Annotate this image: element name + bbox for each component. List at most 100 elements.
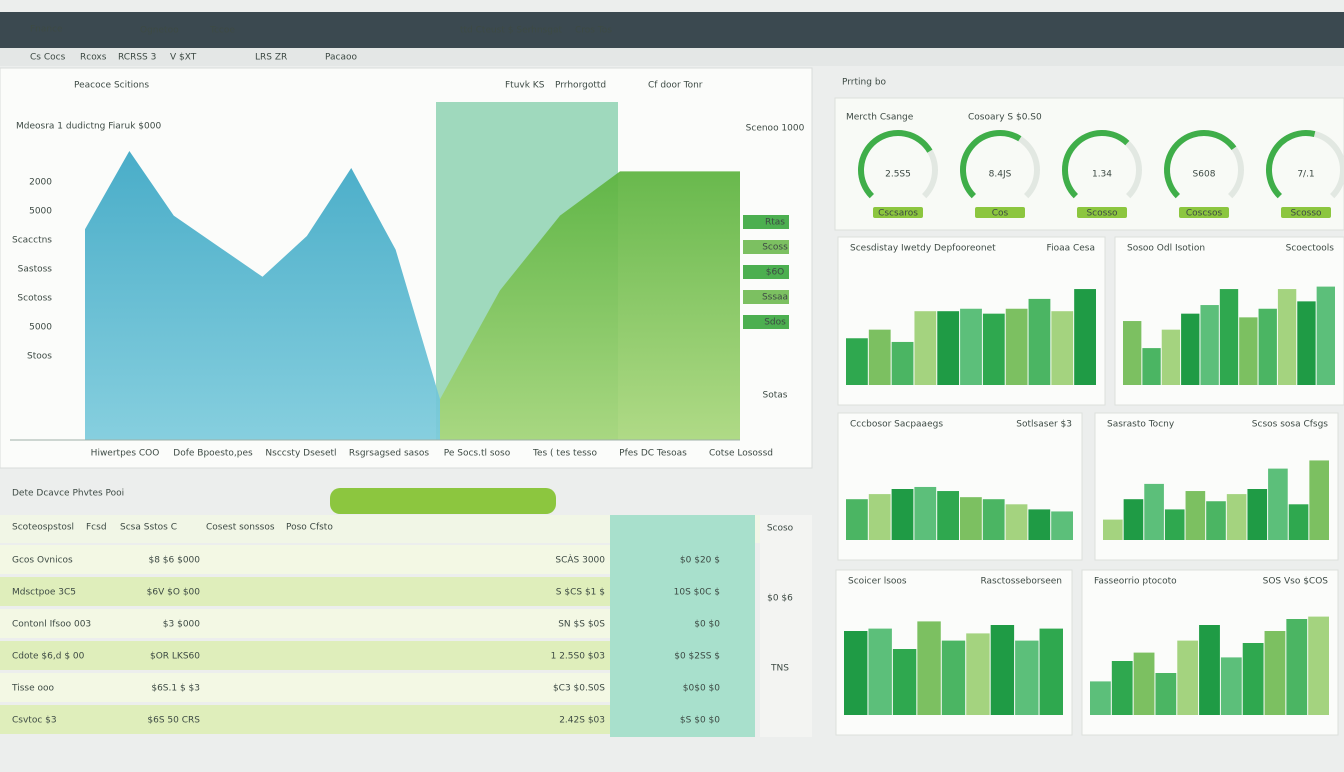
gauge-tag-bg	[873, 207, 923, 218]
table-cell: $0 $2SS $	[674, 652, 720, 662]
table-cell: 2.42S $03	[559, 716, 605, 726]
bar	[1144, 483, 1164, 540]
table-tab	[330, 488, 556, 514]
gauge-arc	[1266, 130, 1316, 199]
bar	[844, 631, 868, 715]
bar	[1242, 643, 1264, 715]
bar	[982, 313, 1005, 385]
legend-swatch	[743, 290, 789, 304]
bar	[982, 499, 1005, 540]
brand: Fnance	[30, 25, 63, 35]
table-cell: SN $S $0S	[558, 620, 605, 630]
side-title: Prrting bo	[842, 78, 887, 88]
table-highlight-column	[610, 515, 755, 737]
bar	[1123, 321, 1142, 385]
table-header-cell: Fcsd	[86, 523, 107, 533]
gauge-value: 2.5S5	[885, 170, 911, 180]
bar	[1220, 657, 1242, 715]
bar	[941, 640, 966, 715]
gauge-note: Cosoary S $0.S0	[968, 113, 1042, 123]
legend-item: $6O	[766, 268, 785, 278]
legend-swatch	[743, 315, 789, 329]
toolbar-item: Pacaoo	[325, 53, 358, 63]
table-cell: Tisse ooo	[11, 684, 55, 694]
gauge-arc	[1062, 130, 1130, 199]
table-cell: $0 $20 $	[680, 556, 720, 566]
top-item: ttd Cteust $ Serhnsgat	[460, 26, 562, 36]
bar	[1316, 286, 1335, 385]
legend-swatch	[743, 240, 789, 254]
bar	[891, 341, 914, 385]
toolbar-item: RCRSS 3	[118, 53, 156, 63]
gauge-tag-bg	[1179, 207, 1229, 218]
bar	[1111, 661, 1133, 715]
bar	[1247, 489, 1268, 540]
bar	[1286, 619, 1308, 715]
bar	[1005, 504, 1028, 540]
bar	[1074, 289, 1096, 385]
table-cell: $3 $000	[163, 620, 200, 630]
bar	[846, 499, 868, 540]
bar	[1005, 308, 1028, 385]
bar	[914, 311, 937, 385]
bar	[914, 486, 937, 540]
gauge-tag-bg	[1077, 207, 1127, 218]
bar	[1161, 329, 1181, 385]
table-cell: 10S $0C $	[674, 588, 720, 598]
x-label: Pe Socs.tl soso	[444, 449, 511, 459]
table-cell: $8 $6 $000	[148, 556, 200, 566]
bar	[1155, 673, 1177, 715]
bar	[868, 329, 891, 385]
y-label: Scotoss	[17, 294, 52, 304]
table-cell: $6S.1 $ $3	[151, 684, 200, 694]
chart-note: Scoectools	[1286, 244, 1335, 254]
bar	[1142, 348, 1161, 385]
legend-item: Rtas	[765, 218, 785, 228]
bar	[1239, 317, 1258, 385]
bar	[917, 621, 941, 715]
bar	[1028, 298, 1051, 385]
bar	[1015, 640, 1039, 715]
bar	[1200, 305, 1219, 385]
green-area	[440, 171, 740, 440]
bar	[1206, 501, 1226, 540]
chart-note: Fioaa Cesa	[1047, 244, 1095, 254]
y-label: 5000	[29, 207, 52, 217]
table-cell: 1 2.5S0 $03	[551, 652, 605, 662]
gauge-value: 8.4JS	[989, 170, 1012, 180]
bar	[1226, 494, 1247, 540]
chart-title: Scesdistay Iwetdy Depfooreonet	[850, 244, 996, 254]
toolbar-item: Cs Cocs	[30, 53, 66, 63]
chart-subtitle: Mdeosra 1 dudictng Fiaruk $000	[16, 122, 161, 132]
bar	[868, 628, 892, 715]
bar	[960, 497, 982, 540]
gauge-title: Mercth Csange	[846, 113, 914, 123]
gauge-arc	[1163, 129, 1237, 199]
chart-note: Sotlsaser $3	[1016, 420, 1072, 430]
chart-note: SOS Vso $COS	[1263, 577, 1329, 587]
bar	[1051, 511, 1073, 540]
table-cell: Gcos Ovnicos	[12, 556, 73, 566]
table-cell: $0$0 $0	[683, 684, 720, 694]
y-label: Sastoss	[18, 265, 53, 275]
top-bar	[0, 12, 1344, 48]
table-cell: SCÀS 3000	[555, 554, 605, 566]
bar	[1309, 460, 1329, 540]
bar	[1277, 289, 1297, 385]
table-side-cell: Scoso	[767, 524, 794, 534]
gauge-tag-bg	[975, 207, 1025, 218]
bar	[960, 308, 982, 385]
gauge-tag: Coscsos	[1186, 209, 1223, 219]
bar	[1297, 301, 1316, 385]
bar	[846, 338, 868, 385]
table-row	[0, 705, 610, 734]
bar	[1264, 631, 1286, 715]
bar	[966, 633, 990, 715]
bar	[1090, 681, 1111, 715]
chart-title: Scoicer lsoos	[848, 577, 907, 587]
bar	[1133, 652, 1155, 715]
legend-item: Sssaa	[762, 293, 788, 303]
legend-item: Sotas	[763, 391, 788, 401]
table-cell: $C3 $0.S0S	[553, 684, 605, 694]
table-cell: Cdote $6,d $ 00	[12, 652, 85, 662]
